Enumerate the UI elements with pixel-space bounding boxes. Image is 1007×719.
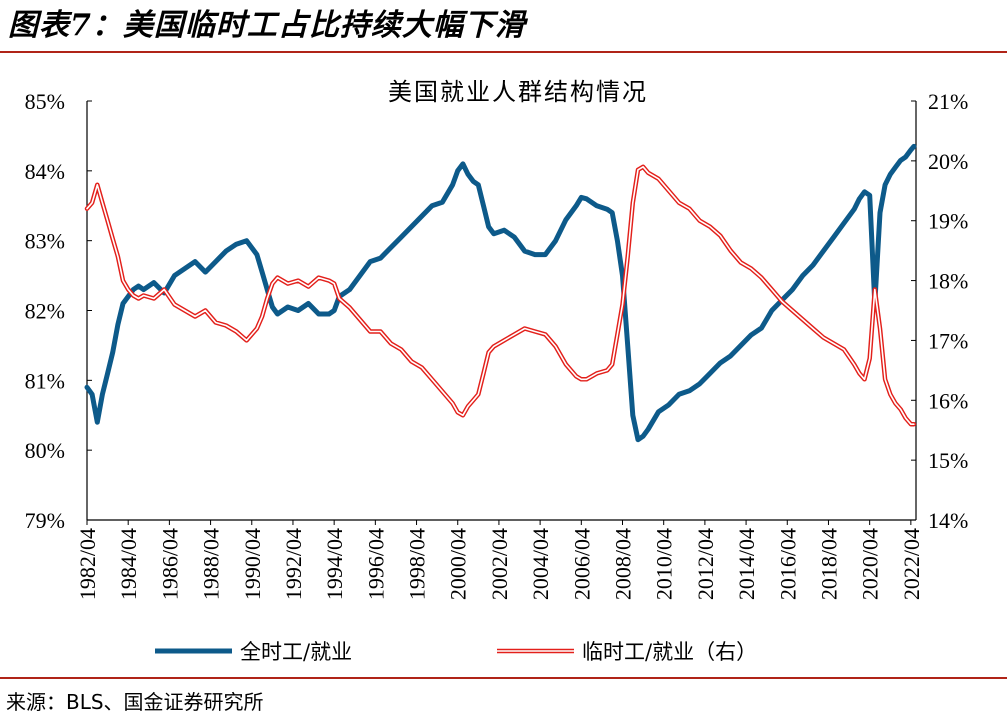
series-layer bbox=[84, 143, 917, 443]
axes: 79% 80% 81% 82% 83% 84% 85% 14% 15% 16% 17% 18% 19% 2… bbox=[25, 89, 969, 600]
x-tick-label: 2022/04 bbox=[899, 528, 924, 600]
x-tick-label: 2014/04 bbox=[734, 528, 759, 600]
x-tick-label: 2002/04 bbox=[487, 528, 512, 600]
right-tick-label: 15% bbox=[928, 448, 968, 473]
left-tick-label: 82% bbox=[25, 299, 65, 324]
chart-title: 美国就业人群结构情况 bbox=[388, 78, 648, 106]
x-tick-label: 1984/04 bbox=[116, 528, 141, 600]
right-tick-label: 17% bbox=[928, 328, 968, 353]
x-tick-label: 2012/04 bbox=[693, 528, 718, 600]
series-line-full-time bbox=[84, 143, 917, 443]
x-tick-label: 2020/04 bbox=[858, 528, 883, 600]
x-tick-label: 1996/04 bbox=[363, 528, 388, 600]
right-tick-label: 19% bbox=[928, 209, 968, 234]
x-tick-label: 2008/04 bbox=[611, 528, 636, 600]
right-tick-label: 21% bbox=[928, 89, 968, 114]
right-tick-label: 14% bbox=[928, 508, 968, 533]
x-tick-label: 2000/04 bbox=[446, 528, 471, 600]
x-tick-label: 1998/04 bbox=[405, 528, 430, 600]
left-tick-label: 80% bbox=[25, 438, 65, 463]
legend-label-temp: 临时工/就业（右） bbox=[582, 640, 757, 664]
legend-label-full-time: 全时工/就业 bbox=[240, 640, 352, 664]
top-divider bbox=[0, 51, 1007, 53]
x-tick-label: 2006/04 bbox=[569, 528, 594, 600]
x-tick-label: 1986/04 bbox=[157, 528, 182, 600]
left-tick-label: 79% bbox=[25, 508, 65, 533]
bottom-divider bbox=[0, 677, 1007, 679]
x-tick-label: 1988/04 bbox=[199, 528, 224, 600]
x-tick-label: 2016/04 bbox=[775, 528, 800, 600]
left-tick-label: 83% bbox=[25, 229, 65, 254]
left-tick-label: 81% bbox=[25, 368, 65, 393]
x-tick-label: 1994/04 bbox=[322, 528, 347, 600]
source-note: 来源：BLS、国金证券研究所 bbox=[6, 690, 264, 714]
series-temp bbox=[84, 164, 917, 427]
right-tick-label: 16% bbox=[928, 388, 968, 413]
right-tick-label: 20% bbox=[928, 149, 968, 174]
x-tick-label: 1990/04 bbox=[240, 528, 265, 600]
x-tick-label: 1992/04 bbox=[281, 528, 306, 600]
left-tick-label: 84% bbox=[25, 159, 65, 184]
right-tick-label: 18% bbox=[928, 269, 968, 294]
x-tick-label: 1982/04 bbox=[75, 528, 100, 600]
series-line-temp-inner bbox=[86, 166, 915, 426]
figure-title: 图表7：美国临时工占比持续大幅下滑 bbox=[8, 8, 526, 43]
x-tick-label: 2010/04 bbox=[652, 528, 677, 600]
x-tick-label: 2018/04 bbox=[816, 528, 841, 600]
legend: 全时工/就业 临时工/就业（右） bbox=[155, 640, 757, 664]
x-tick-label: 2004/04 bbox=[528, 528, 553, 600]
left-tick-label: 85% bbox=[25, 89, 65, 114]
series-full-time bbox=[84, 143, 917, 443]
